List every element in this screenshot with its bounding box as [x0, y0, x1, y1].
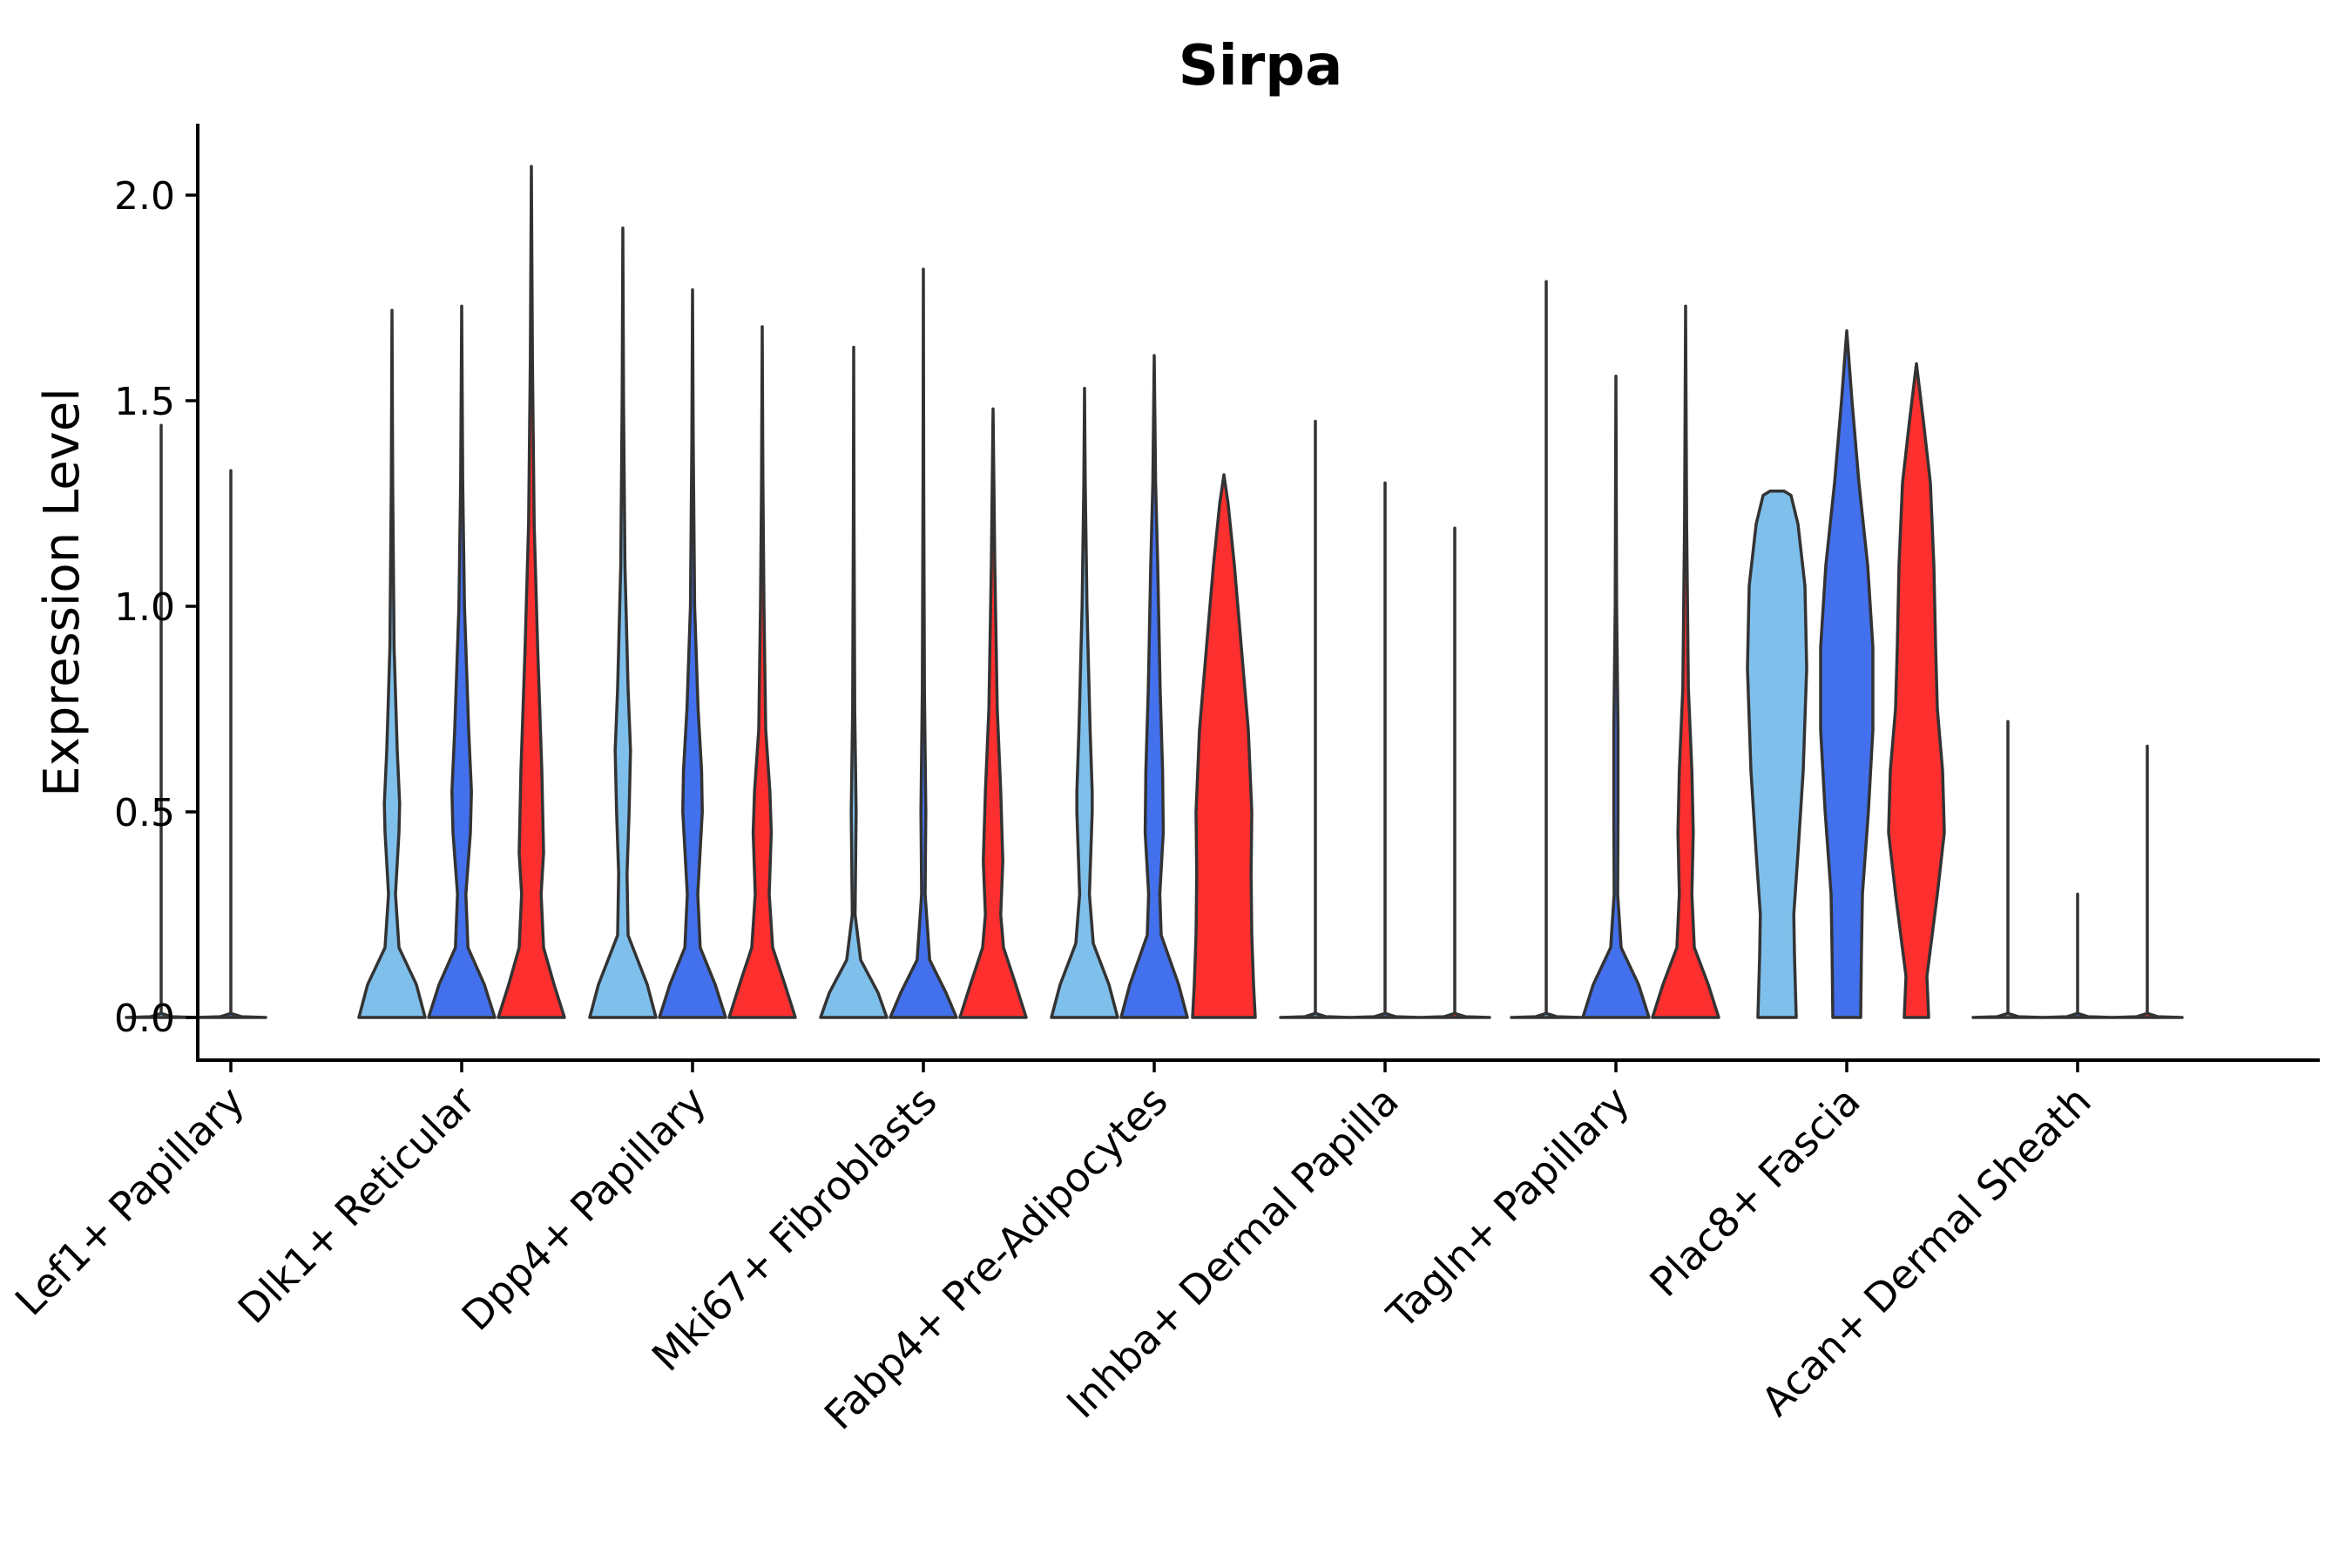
violin-1-dpp4-papillary: [588, 226, 658, 1019]
violin-1-fabp4-pre-adipocytes: [1050, 387, 1119, 1019]
x-tick-label: Plac8+ Fascia: [1640, 1078, 1869, 1306]
violin-1-mki67-fibroblasts: [819, 345, 889, 1019]
violin-2-tagln-papillary: [1581, 374, 1651, 1019]
violin-2-acan-dermal-sheath: [2041, 892, 2114, 1019]
x-tick-label: Tagln+ Papillary: [1377, 1078, 1639, 1339]
y-axis-label: Expression Level: [34, 388, 91, 797]
y-tick-label: 0.0: [114, 997, 175, 1041]
y-tick-label: 1.5: [114, 380, 175, 424]
violin-2-plac8-fascia: [1819, 329, 1875, 1019]
violin-1-lef1-papillary: [125, 423, 198, 1019]
x-tick-label: Lef1+ Papillary: [6, 1078, 253, 1325]
violin-2-dlk1-reticular: [427, 304, 497, 1019]
violin-2-mki67-fibroblasts: [889, 267, 958, 1019]
violin-3-fabp4-pre-adipocytes: [1191, 473, 1257, 1019]
violin-1-acan-dermal-sheath: [1971, 720, 2044, 1019]
violin-1-tagln-papillary: [1510, 280, 1583, 1019]
x-tick-label: Dpp4+ Papillary: [453, 1078, 715, 1340]
violin-2-dpp4-papillary: [658, 287, 727, 1019]
y-tick-label: 0.5: [114, 791, 175, 835]
violin-3-plac8-fascia: [1887, 362, 1946, 1019]
y-axis-ticks: 0.0 0.5 1.0 1.5 2.0: [114, 174, 198, 1041]
violin-3-acan-dermal-sheath: [2111, 744, 2184, 1019]
violin-2-inhba-dermal-papilla: [1348, 481, 1422, 1019]
violin-2-lef1-papillary: [194, 469, 267, 1019]
violin-3-dlk1-reticular: [497, 165, 566, 1019]
violin-3-mki67-fibroblasts: [958, 407, 1028, 1019]
violin-3-tagln-papillary: [1651, 304, 1720, 1019]
violin-1-dlk1-reticular: [357, 308, 427, 1019]
y-tick-label: 1.0: [114, 585, 175, 630]
x-tick-label: Dlk1+ Reticular: [229, 1078, 484, 1333]
violin-1-plac8-fascia: [1746, 490, 1808, 1019]
y-tick-label: 2.0: [114, 174, 175, 219]
violin-2-fabp4-pre-adipocytes: [1119, 354, 1189, 1019]
chart-title: Sirpa: [1179, 34, 1343, 98]
violin-3-inhba-dermal-papilla: [1418, 526, 1491, 1019]
violin-group: [125, 165, 2184, 1019]
violin-3-dpp4-papillary: [727, 325, 797, 1019]
violin-1-inhba-dermal-papilla: [1279, 419, 1352, 1019]
